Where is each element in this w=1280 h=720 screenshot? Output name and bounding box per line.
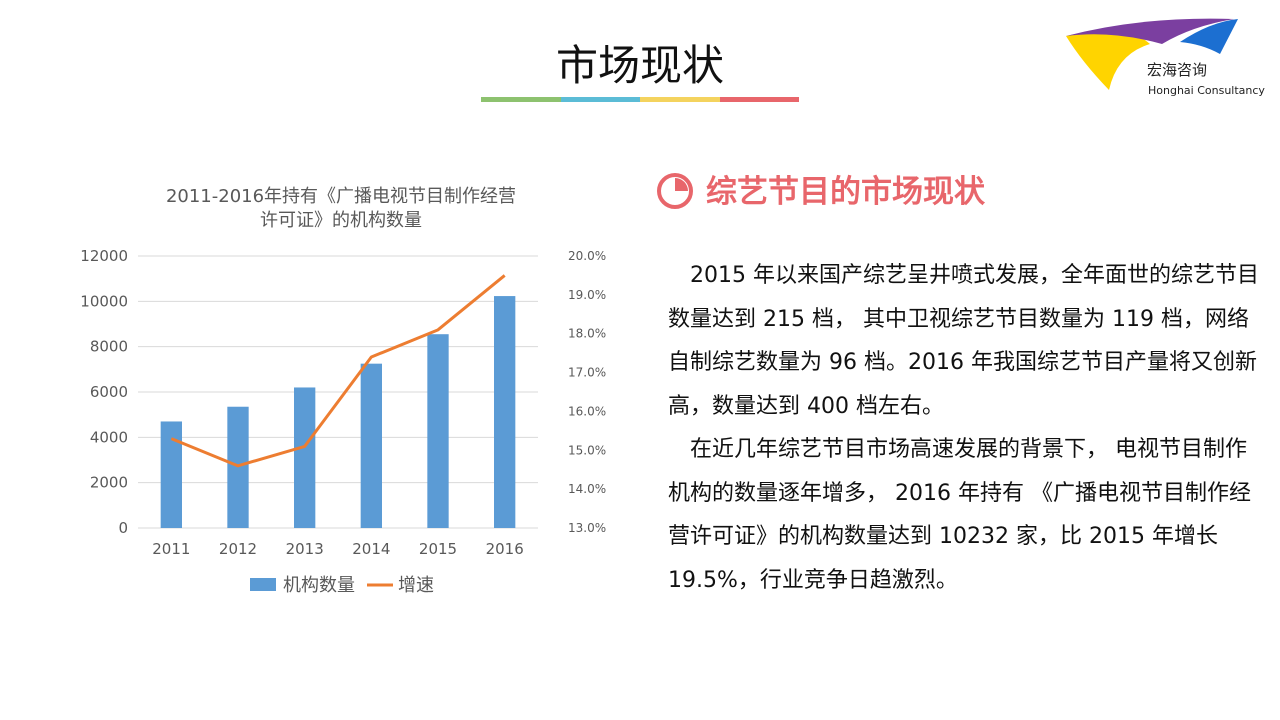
y-left-tick-label: 12000 bbox=[80, 247, 128, 265]
x-tick-label: 2013 bbox=[286, 540, 324, 558]
y-right-tick-label: 16.0% bbox=[568, 404, 606, 418]
body-paragraph: 2015 年以来国产综艺呈井喷式发展，全年面世的综艺节目数量达到 215 档， … bbox=[668, 263, 1259, 419]
x-tick-label: 2015 bbox=[419, 540, 457, 558]
chart-bar bbox=[294, 387, 316, 528]
y-right-tick-label: 17.0% bbox=[568, 366, 606, 380]
y-right-tick-label: 20.0% bbox=[568, 249, 606, 263]
x-tick-label: 2014 bbox=[352, 540, 390, 558]
chart-bar bbox=[227, 406, 249, 528]
body-text: 2015 年以来国产综艺呈井喷式发展，全年面世的综艺节目数量达到 215 档， … bbox=[668, 254, 1268, 602]
pie-chart-icon-ring bbox=[657, 173, 693, 209]
section-heading: 综艺节目的市场现状 bbox=[706, 174, 985, 210]
logo-purple-swoosh bbox=[1066, 18, 1234, 44]
legend-label: 增速 bbox=[398, 575, 434, 596]
x-tick-label: 2012 bbox=[219, 540, 257, 558]
y-left-tick-label: 2000 bbox=[90, 474, 128, 492]
chart-bar bbox=[360, 363, 382, 528]
y-left-tick-label: 8000 bbox=[90, 338, 128, 356]
chart-title-line: 2011-2016年持有《广播电视节目制作经营 bbox=[166, 186, 516, 207]
title-underline-segment bbox=[719, 97, 799, 102]
company-logo bbox=[1066, 18, 1238, 90]
legend-swatch-bar bbox=[250, 578, 276, 591]
x-tick-label: 2016 bbox=[486, 540, 524, 558]
logo-yellow-swoosh bbox=[1066, 32, 1150, 90]
y-left-tick-label: 4000 bbox=[90, 428, 128, 446]
pie-chart-icon bbox=[657, 173, 693, 209]
chart: 2011-2016年持有《广播电视节目制作经营许可证》的机构数量 0 2000 400… bbox=[60, 170, 640, 610]
chart-bar bbox=[427, 334, 449, 528]
title-underline-segment bbox=[560, 97, 640, 102]
logo-name-en: Honghai Consultancy bbox=[1148, 84, 1265, 97]
y-left-tick-label: 6000 bbox=[90, 383, 128, 401]
pie-chart-icon-slice bbox=[675, 178, 688, 191]
title-underline-segment bbox=[640, 97, 720, 102]
title-underline bbox=[481, 97, 799, 102]
growth-rate-line bbox=[170, 274, 506, 468]
y-left-tick-label: 10000 bbox=[80, 292, 128, 310]
y-right-tick-label: 14.0% bbox=[568, 482, 606, 496]
logo-name-cn: 宏海咨询 bbox=[1147, 61, 1208, 79]
y-right-tick-label: 18.0% bbox=[568, 327, 606, 341]
legend-label: 机构数量 bbox=[283, 575, 355, 596]
y-left-tick-label: 0 bbox=[118, 519, 128, 537]
title-underline-segment bbox=[481, 97, 561, 102]
chart-bar bbox=[494, 296, 516, 528]
y-right-tick-label: 19.0% bbox=[568, 288, 606, 302]
y-right-tick-label: 15.0% bbox=[568, 443, 606, 457]
chart-title: 2011-2016年持有《广播电视节目制作经营许可证》的机构数量 bbox=[166, 186, 516, 231]
chart-title-line: 许可证》的机构数量 bbox=[260, 210, 422, 231]
logo-blue-swoosh bbox=[1180, 19, 1238, 54]
body-paragraph: 在近几年综艺节目市场高速发展的背景下， 电视节目制作机构的数量逐年增多， 201… bbox=[668, 437, 1251, 593]
x-tick-label: 2011 bbox=[152, 540, 190, 558]
bar-line-chart: 2011-2016年持有《广播电视节目制作经营许可证》的机构数量 0 2000 400… bbox=[80, 186, 606, 596]
y-right-tick-label: 13.0% bbox=[568, 521, 606, 535]
chart-bar bbox=[160, 421, 182, 528]
page-title: 市场现状 bbox=[555, 41, 724, 90]
